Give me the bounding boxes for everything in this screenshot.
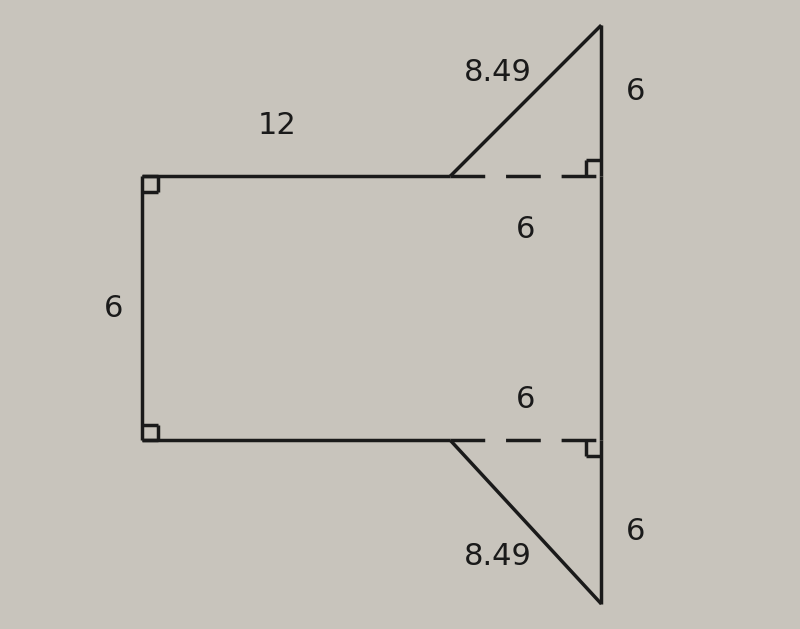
- Text: 6: 6: [516, 215, 535, 244]
- Text: 6: 6: [516, 385, 535, 414]
- Text: 8.49: 8.49: [463, 58, 531, 87]
- Text: 6: 6: [626, 77, 646, 106]
- Text: 12: 12: [258, 111, 297, 140]
- Text: 6: 6: [626, 517, 646, 546]
- Text: 8.49: 8.49: [463, 542, 531, 571]
- Text: 6: 6: [104, 294, 123, 323]
